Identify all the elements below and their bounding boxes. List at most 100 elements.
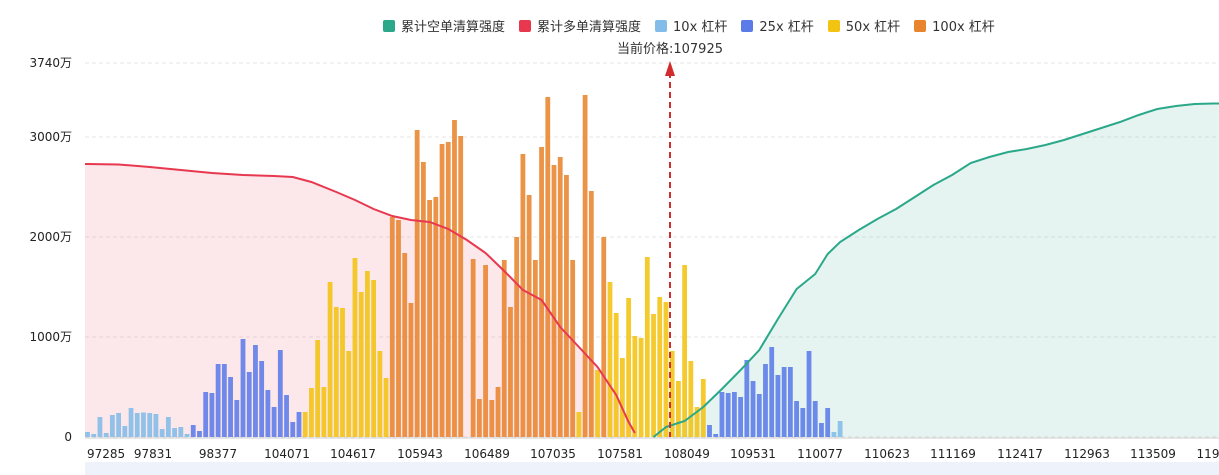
bar	[234, 400, 240, 437]
bar	[458, 136, 464, 437]
bar	[713, 434, 719, 437]
x-tick-label: 110623	[864, 447, 910, 461]
bar	[620, 358, 625, 437]
bar	[545, 97, 551, 437]
bar	[184, 434, 190, 437]
zoom-slider-track[interactable]	[85, 462, 1219, 475]
bar	[794, 401, 799, 437]
legend-item-10x[interactable]: 10x 杠杆	[655, 16, 727, 35]
bar	[172, 428, 177, 437]
y-tick-label: 1000万	[29, 330, 72, 344]
bar	[632, 336, 638, 437]
bar	[769, 347, 775, 437]
bar	[756, 394, 762, 437]
bar	[564, 175, 569, 437]
bar	[763, 364, 768, 437]
bar	[290, 422, 296, 437]
bar	[277, 350, 283, 437]
bar	[657, 297, 663, 437]
bar	[744, 360, 750, 437]
bar	[439, 144, 445, 437]
bar	[551, 165, 557, 437]
bar	[663, 302, 669, 437]
bar	[613, 313, 619, 437]
bar	[607, 282, 613, 437]
bar	[116, 413, 121, 437]
bar	[750, 381, 756, 437]
bar	[570, 260, 576, 437]
legend: 累计空单清算强度 累计多单清算强度 10x 杠杆 25x 杠杆 50x 杠杆 1…	[383, 16, 995, 35]
bar	[682, 265, 688, 437]
x-tick-label: 98377	[199, 447, 237, 461]
short-cumulative-line	[652, 102, 1219, 438]
bar	[253, 345, 258, 437]
bar	[489, 400, 495, 437]
bar	[284, 395, 289, 437]
bar	[340, 308, 345, 437]
bar	[427, 200, 432, 437]
legend-swatch	[383, 19, 395, 32]
legend-swatch	[914, 19, 927, 32]
current-price-label: 当前价格:107925	[616, 42, 723, 57]
bar	[408, 303, 414, 437]
legend-swatch	[741, 19, 754, 32]
x-tick-label: 109531	[730, 447, 776, 461]
bar	[676, 381, 681, 437]
legend-label: 10x 杠杆	[673, 20, 728, 35]
legend-label: 25x 杠杆	[759, 20, 814, 35]
bar	[389, 217, 395, 437]
bar	[396, 220, 401, 437]
legend-label: 累计多单清算强度	[537, 20, 642, 35]
x-tick-label: 110077	[797, 447, 843, 461]
bar	[271, 407, 277, 437]
bar	[309, 388, 314, 437]
bar	[781, 367, 787, 437]
x-tick-label: 107035	[530, 447, 576, 461]
legend-item-100x[interactable]: 100x 杠杆	[914, 16, 995, 35]
y-tick-label: 3740万	[29, 56, 72, 70]
x-tick-label: 106489	[464, 447, 510, 461]
bar	[800, 408, 806, 437]
bar	[644, 257, 650, 437]
legend-item-25x[interactable]: 25x 杠杆	[741, 16, 814, 35]
bar	[197, 431, 202, 437]
bar	[246, 372, 252, 437]
bar	[265, 390, 271, 437]
bar	[819, 423, 824, 437]
bar	[514, 237, 520, 437]
x-tick-label: 119	[1197, 447, 1219, 461]
bar	[159, 429, 165, 437]
y-tick-label: 2000万	[29, 230, 72, 244]
current-price-arrow	[665, 61, 675, 76]
bar	[346, 351, 352, 437]
bar	[508, 307, 513, 437]
bar	[775, 375, 781, 437]
bar	[588, 191, 594, 437]
x-tick-label: 113509	[1130, 447, 1176, 461]
legend-swatch	[655, 19, 668, 32]
bar	[203, 392, 209, 437]
legend-item-short-cumulative[interactable]: 累计空单清算强度	[383, 16, 505, 35]
bar	[433, 197, 439, 437]
bar	[371, 280, 377, 437]
legend-label: 50x 杠杆	[845, 20, 901, 35]
bar	[445, 142, 451, 437]
legend-label: 累计空单清算强度	[401, 20, 506, 35]
bar	[321, 387, 327, 437]
legend-item-long-cumulative[interactable]: 累计多单清算强度	[519, 16, 641, 35]
bar	[557, 157, 563, 437]
x-tick-label: 108049	[664, 447, 710, 461]
bar	[228, 377, 233, 437]
legend-swatch	[519, 19, 532, 32]
bar	[302, 412, 308, 437]
legend-item-50x[interactable]: 50x 杠杆	[827, 16, 901, 35]
bar	[476, 399, 482, 437]
bar	[452, 120, 457, 437]
bar	[134, 413, 140, 437]
bar	[215, 364, 221, 437]
bar	[128, 408, 134, 437]
bar	[638, 338, 644, 437]
bar	[669, 351, 675, 437]
bar	[495, 387, 501, 437]
